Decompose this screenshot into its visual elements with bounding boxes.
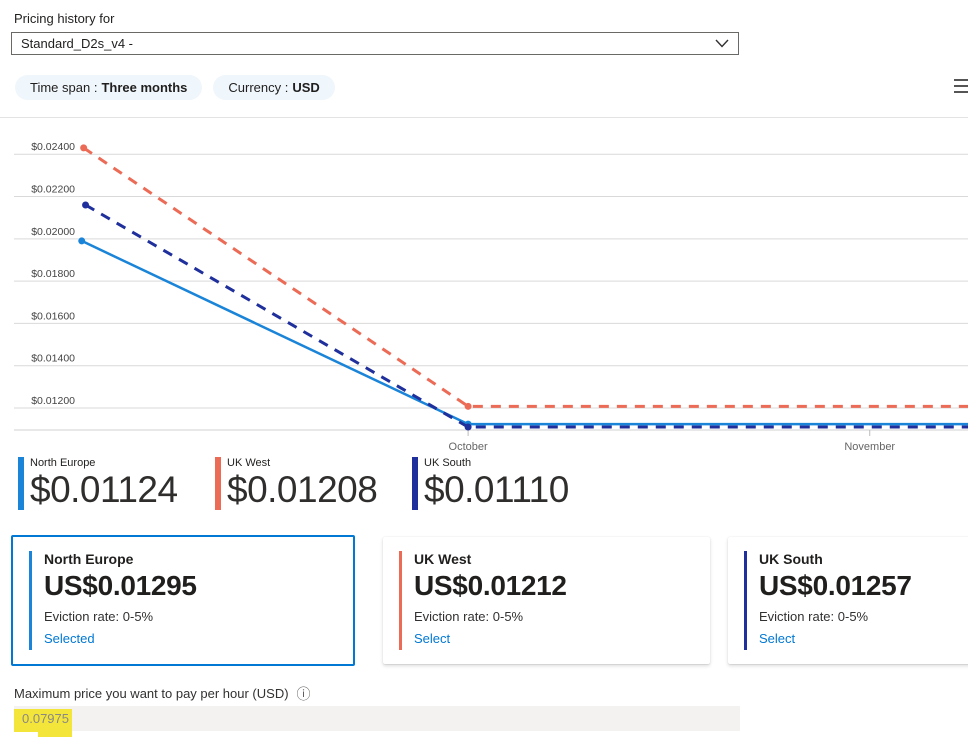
legend-swatch xyxy=(412,457,418,510)
currency-value: USD xyxy=(292,80,320,95)
card-price: US$0.01212 xyxy=(414,570,567,601)
svg-text:$0.01200: $0.01200 xyxy=(31,395,75,407)
svg-text:$0.01600: $0.01600 xyxy=(31,310,75,322)
price-history-chart-svg: $0.01200 $0.01400 $0.01600 $0.01800 $0.02000… xyxy=(0,117,968,453)
svg-text:$0.02000: $0.02000 xyxy=(31,226,75,238)
svg-text:$0.01400: $0.01400 xyxy=(31,353,75,365)
legend-name: North Europe xyxy=(30,457,96,469)
legend-item-north-europe: North Europe $0.01124 xyxy=(18,457,178,510)
card-eviction-rate: Eviction rate: 0-5% xyxy=(44,609,154,624)
svg-text:$0.01800: $0.01800 xyxy=(31,268,75,280)
legend-value: $0.01208 xyxy=(227,469,378,510)
time-span-pill[interactable]: Time span : Three months xyxy=(15,75,203,100)
info-icon[interactable]: ⓘ xyxy=(296,685,311,702)
currency-pill[interactable]: Currency : USD xyxy=(213,75,335,100)
card-region-name: North Europe xyxy=(44,551,134,567)
chevron-down-icon xyxy=(715,35,729,53)
highlight-overlay-tail xyxy=(38,732,72,737)
card-select-link[interactable]: Select xyxy=(759,631,796,646)
card-selected-link[interactable]: Selected xyxy=(44,631,95,646)
svg-text:November: November xyxy=(844,441,895,453)
filter-pills: Time span : Three months Currency : USD xyxy=(15,75,335,100)
region-card-uk-west[interactable]: UK West US$0.01212 Eviction rate: 0-5% S… xyxy=(383,537,710,664)
vm-size-dropdown[interactable]: Standard_D2s_v4 - xyxy=(11,32,739,55)
currency-label: Currency : xyxy=(228,80,289,95)
region-card-north-europe[interactable]: North Europe US$0.01295 Eviction rate: 0… xyxy=(11,535,355,666)
legend-name: UK West xyxy=(227,457,271,469)
card-price: US$0.01295 xyxy=(44,570,197,601)
max-price-value: 0.07975 xyxy=(22,711,69,726)
vm-size-dropdown-value: Standard_D2s_v4 - xyxy=(21,36,134,51)
max-price-label: Maximum price you want to pay per hour (… xyxy=(14,686,289,701)
max-price-label-row: Maximum price you want to pay per hour (… xyxy=(14,686,311,701)
time-span-label: Time span : xyxy=(30,80,98,95)
legend-swatch xyxy=(18,457,24,510)
card-region-name: UK South xyxy=(759,551,823,567)
legend-item-uk-south: UK South $0.01110 xyxy=(412,457,569,510)
pricing-history-label: Pricing history for xyxy=(14,11,115,26)
legend-value: $0.01110 xyxy=(424,469,569,510)
card-price: US$0.01257 xyxy=(759,570,912,601)
legend-value: $0.01124 xyxy=(30,469,178,510)
time-span-value: Three months xyxy=(101,80,188,95)
card-region-name: UK West xyxy=(414,551,472,567)
svg-text:$0.02400: $0.02400 xyxy=(31,141,75,153)
chart-options-menu-icon[interactable] xyxy=(954,79,968,97)
card-accent-bar xyxy=(399,551,402,650)
region-card-uk-south[interactable]: UK South US$0.01257 Eviction rate: 0-5% … xyxy=(728,537,968,664)
highlight-overlay xyxy=(14,709,72,732)
svg-text:$0.02200: $0.02200 xyxy=(31,184,75,196)
legend-item-uk-west: UK West $0.01208 xyxy=(215,457,378,510)
card-accent-bar xyxy=(29,551,32,650)
svg-text:October: October xyxy=(449,441,488,453)
card-eviction-rate: Eviction rate: 0-5% xyxy=(759,609,869,624)
card-accent-bar xyxy=(744,551,747,650)
chart-legend: North Europe $0.01124 UK West $0.01208 U… xyxy=(0,455,968,513)
card-select-link[interactable]: Select xyxy=(414,631,451,646)
price-history-chart: $0.01200 $0.01400 $0.01600 $0.01800 $0.02000… xyxy=(0,117,968,455)
max-price-input[interactable]: 0.07975 xyxy=(14,706,740,737)
card-eviction-rate: Eviction rate: 0-5% xyxy=(414,609,524,624)
legend-name: UK South xyxy=(424,457,472,469)
legend-swatch xyxy=(215,457,221,510)
